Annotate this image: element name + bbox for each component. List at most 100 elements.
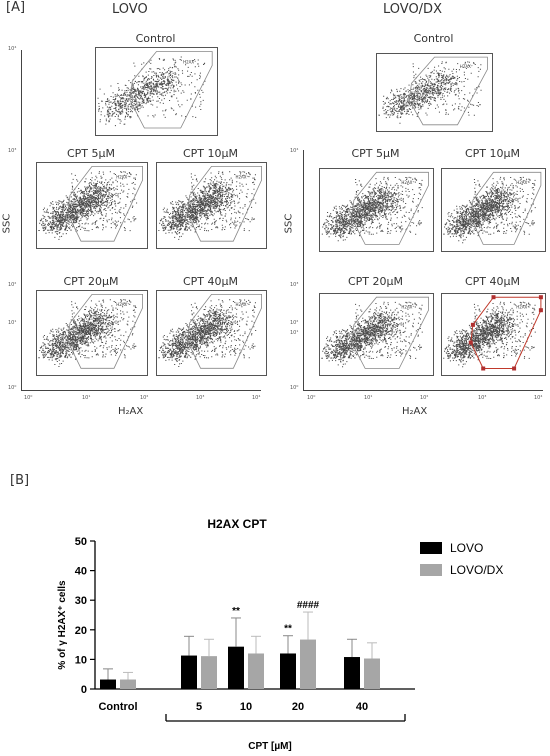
bar-lovo-dx [300, 639, 316, 689]
chart-title: H2AX CPT [207, 517, 267, 531]
lovodx-y-axis-label: SSC [283, 213, 295, 234]
chart-x-axis-label: CPT [µM] [248, 741, 292, 752]
lovodx-y-tick: 10⁴ [290, 148, 299, 154]
bar-lovo [100, 679, 116, 689]
lovo-plot-label-4: CPT 40µM [182, 275, 239, 288]
y-tick-label: 50 [75, 536, 87, 548]
lovo-y-tick: 10⁴ [8, 46, 17, 52]
lovodx-x-tick: 10¹ [364, 395, 373, 401]
lovodx-gate-polygon [351, 171, 429, 245]
legend-swatch [420, 542, 442, 554]
lovodx-x-tick: 10³ [478, 395, 487, 401]
lovodx-plot-label-4: CPT 40µM [464, 275, 521, 288]
lovodx-gate-label: H2AX⁺ [516, 180, 529, 185]
bar-lovo-dx [201, 656, 217, 689]
lovodx-x-tick: 10² [420, 395, 429, 401]
gate-handle[interactable] [538, 295, 543, 300]
lovodx-gate-label: H2AX⁺ [516, 305, 529, 310]
lovo-x-tick: 10⁰ [24, 395, 33, 401]
lovo-gate-label: H2AX⁺ [183, 60, 196, 65]
lovo-y-axis-line [21, 50, 22, 390]
lovo-scatter-dots [38, 299, 137, 367]
lovo-gate-label: H2AX⁺ [116, 302, 129, 307]
y-tick-label: 0 [81, 684, 87, 696]
lovodx-x-tick: 10⁴ [534, 395, 543, 401]
lovodx-scatter-dots [321, 176, 423, 242]
lovodx-x-axis-line [303, 390, 543, 391]
significance-marker: ** [232, 606, 240, 617]
lovo-flow-plot-1: H2AX⁺ [36, 162, 148, 249]
lovo-y-tick: 10² [8, 282, 17, 288]
lovo-scatter-dots [38, 171, 138, 240]
bar-lovo-dx [248, 653, 264, 689]
lovo-flow-plot-0: H2AX⁺ [95, 47, 218, 136]
x-tick-label: 40 [356, 701, 368, 713]
lovo-flow-plot-4: H2AX⁺ [156, 290, 267, 376]
lovo-y-axis-label: SSC [1, 213, 13, 234]
lovodx-x-tick: 10⁰ [307, 395, 316, 401]
y-tick-label: 40 [75, 566, 87, 578]
gate-handle[interactable] [470, 322, 475, 327]
lovo-plot-label-3: CPT 20µM [63, 275, 119, 288]
lovo-plot-label-2: CPT 10µM [182, 147, 239, 160]
y-tick-label: 20 [75, 625, 87, 637]
lovodx-title: LOVO/DX [383, 2, 442, 17]
lovodx-plot-label-3: CPT 20µM [347, 275, 404, 288]
y-tick-label: 10 [75, 654, 87, 666]
gate-handle[interactable] [481, 366, 486, 371]
significance-marker: ** [284, 624, 292, 635]
lovo-y-tick: 10³ [8, 148, 17, 154]
significance-marker: #### [297, 600, 320, 611]
lovo-scatter-dots [158, 299, 257, 367]
panel-b-label: [B] [10, 473, 30, 488]
gate-handle[interactable] [538, 308, 543, 313]
lovo-gate-label: H2AX⁺ [236, 302, 249, 307]
lovodx-gate-label: H2AX⁺ [460, 64, 473, 69]
x-tick-label: Control [98, 701, 137, 713]
gate-handle[interactable] [512, 366, 517, 371]
lovodx-gate-polygon [408, 56, 488, 126]
lovodx-scatter-dots [443, 176, 536, 244]
chart-y-axis-label: % of γ H2AX⁺ cells [57, 580, 68, 670]
lovo-title: LOVO [112, 2, 148, 17]
lovo-scatter-dots [158, 171, 257, 240]
bar-lovo-dx [364, 658, 380, 689]
lovo-x-axis-line [21, 390, 261, 391]
lovodx-plot-label-1: CPT 5µM [351, 147, 400, 160]
gate-handle[interactable] [491, 295, 496, 300]
lovodx-gate-label: H2AX⁺ [401, 180, 414, 185]
lovo-x-tick: 10³ [196, 395, 205, 401]
panel-a-label: [A] [6, 0, 26, 15]
legend-swatch [420, 564, 442, 576]
lovo-gate-label: H2AX⁺ [116, 174, 129, 179]
lovo-scatter-dots [97, 56, 206, 127]
lovo-y-tick: 10⁰ [8, 385, 17, 391]
lovo-plot-label-1: CPT 5µM [66, 147, 116, 160]
lovo-plot-label-0: Control [135, 32, 176, 45]
lovodx-flow-plot-1: H2AX⁺ [319, 168, 434, 252]
lovo-flow-plot-2: H2AX⁺ [156, 162, 267, 249]
lovo-gate-polygon [187, 166, 262, 242]
lovodx-gate-label: H2AX⁺ [401, 305, 414, 310]
lovodx-plot-label-2: CPT 10µM [464, 147, 521, 160]
x-tick-label: 5 [196, 701, 202, 713]
lovo-y-tick: 10¹ [8, 320, 17, 326]
lovodx-scatter-dots [378, 61, 482, 124]
lovo-x-tick: 10⁴ [252, 395, 261, 401]
lovodx-gate-polygon [470, 296, 542, 369]
lovo-gate-polygon [187, 294, 262, 369]
lovodx-y-axis-line [303, 150, 304, 390]
gate-handle[interactable] [468, 340, 473, 345]
lovo-x-tick: 10¹ [82, 395, 91, 401]
bar-lovo [280, 653, 296, 689]
y-tick-label: 30 [75, 595, 87, 607]
lovodx-y-tick: 10¹ [290, 330, 299, 336]
lovodx-x-axis-label: H₂AX [402, 406, 428, 417]
lovodx-flow-plot-4: H2AX⁺ [441, 293, 546, 376]
lovo-gate-label: H2AX⁺ [236, 174, 249, 179]
bar-lovo-dx [120, 679, 136, 689]
lovodx-y-tick: 10² [290, 320, 299, 326]
lovo-gate-polygon [67, 166, 143, 242]
x-tick-label: 20 [292, 701, 304, 713]
lovodx-plot-label-0: Control [413, 32, 454, 45]
